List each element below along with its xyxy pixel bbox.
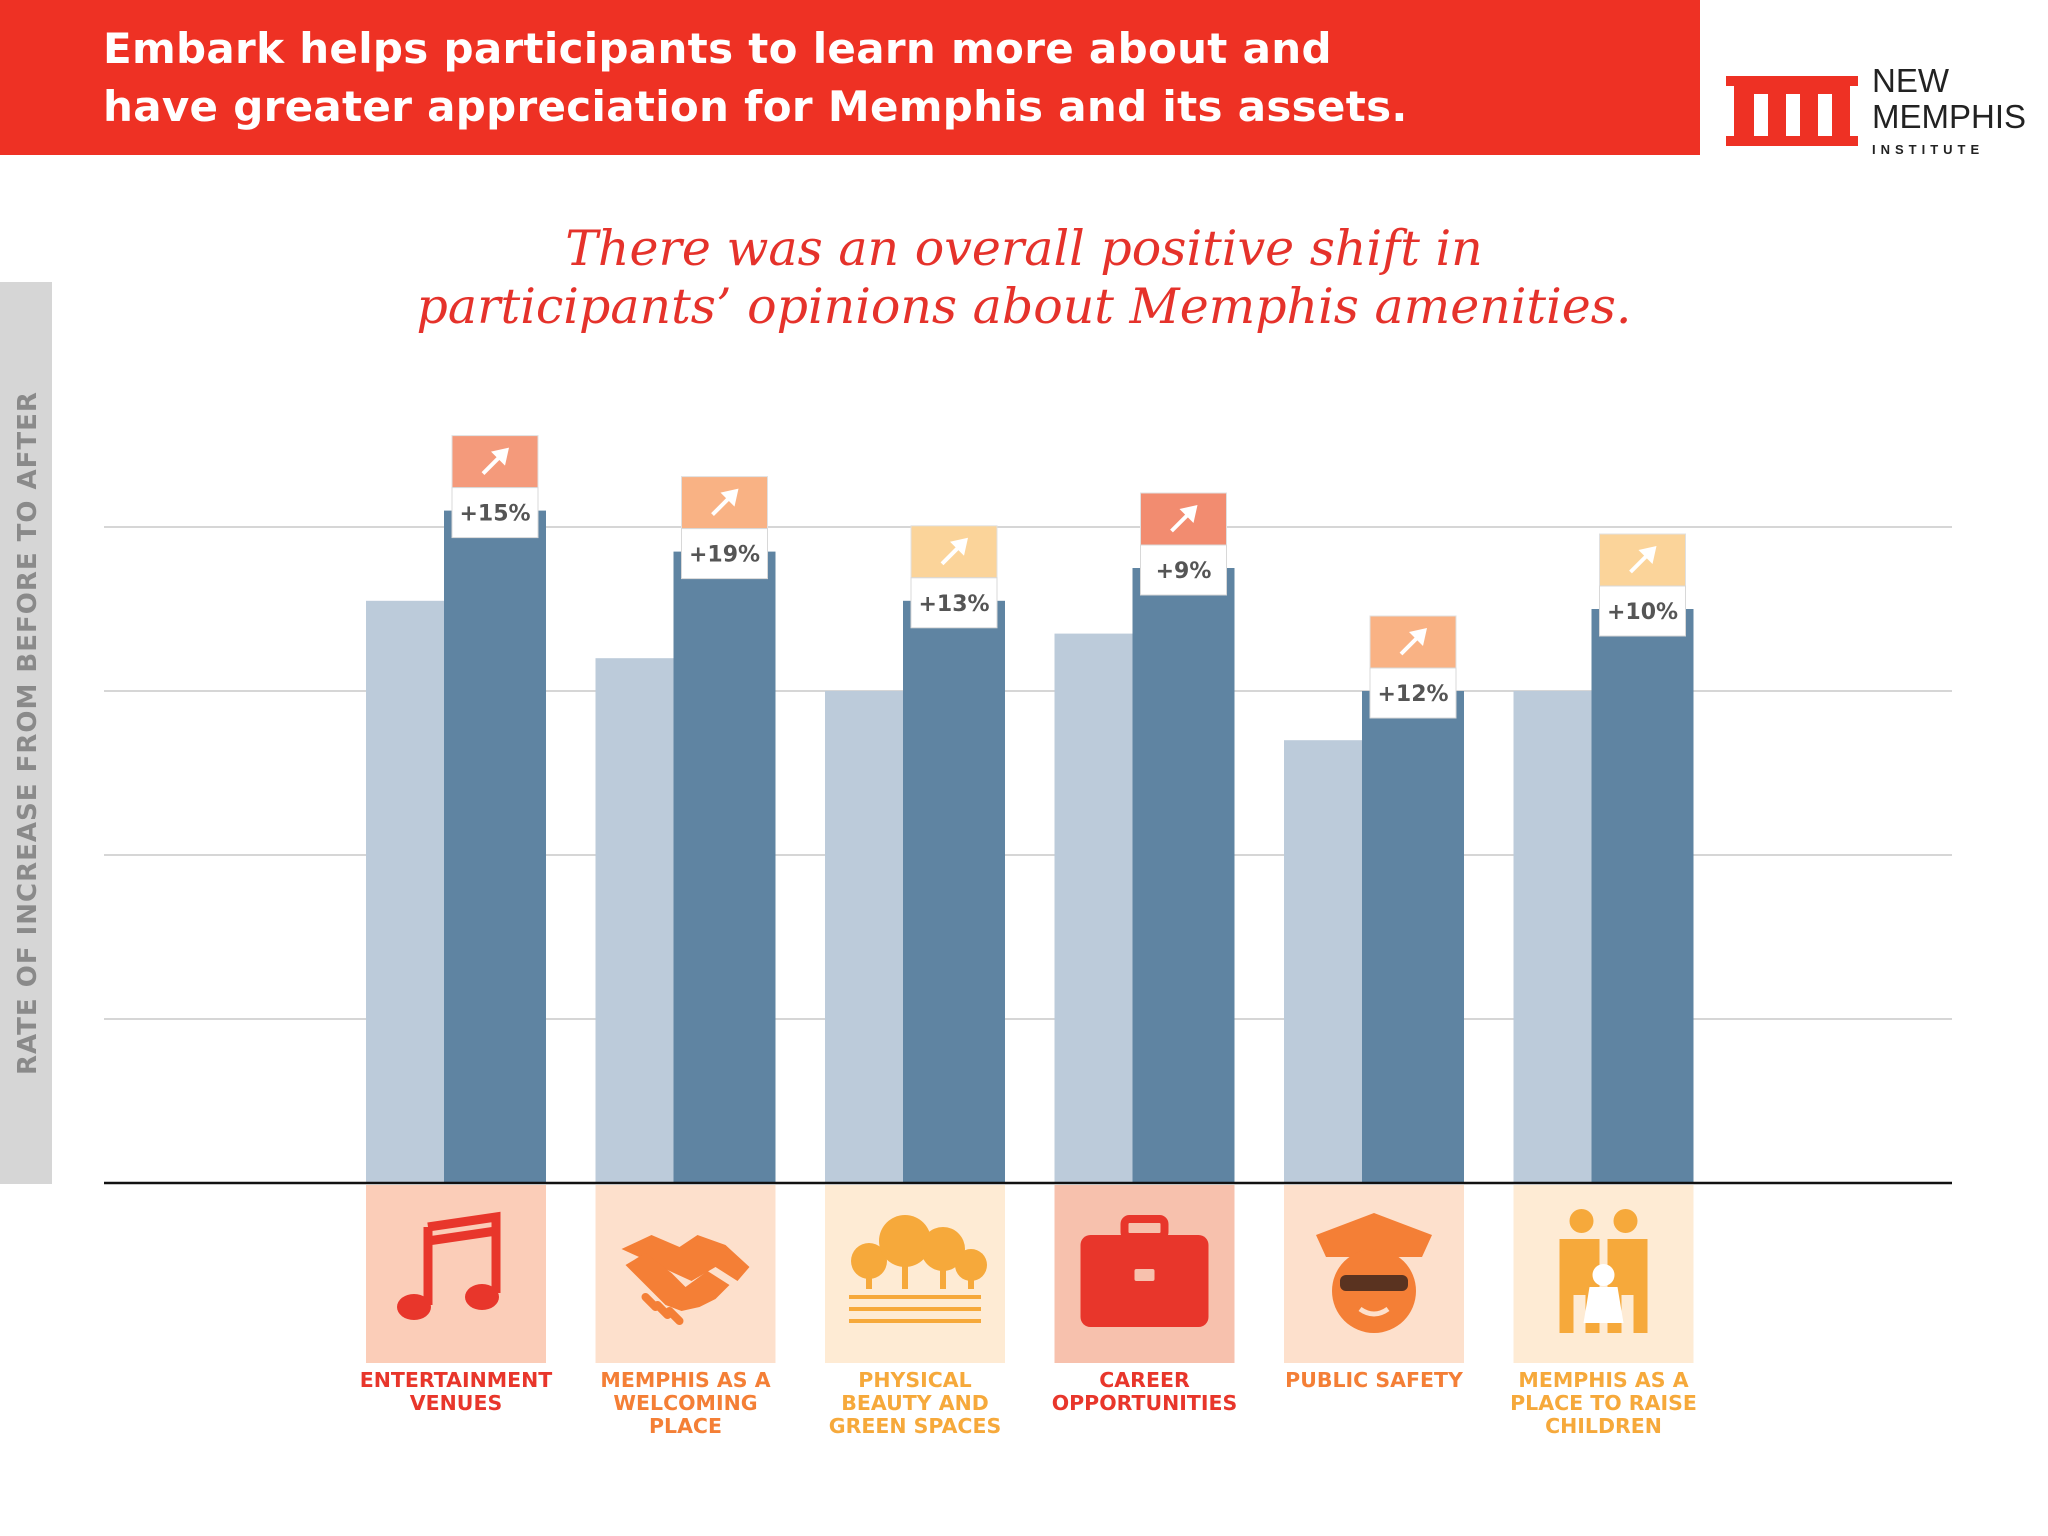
bar-before: [1513, 691, 1592, 1183]
arrow-up-right-icon: [711, 488, 739, 517]
memphis-columns-logo-icon: [1726, 76, 1858, 146]
bar-after: [1362, 691, 1464, 1183]
arrow-up-right-icon: [940, 537, 968, 566]
subtitle-line-2: participants’ opinions about Memphis ame…: [416, 278, 1632, 335]
change-label: +10%: [1607, 600, 1678, 625]
trees-icon: [849, 1215, 987, 1323]
change-tag-label-box: [451, 487, 539, 539]
category-label-line: VENUES: [410, 1391, 502, 1415]
bar-before: [825, 691, 903, 1183]
bar-after: [1132, 568, 1235, 1183]
family-icon: [1559, 1209, 1648, 1333]
category-label-line: WELCOMING: [613, 1391, 757, 1415]
category-label-line: MEMPHIS AS A: [600, 1368, 770, 1392]
category-label-line: GREEN SPACES: [829, 1414, 1002, 1438]
headline-line-2: have greater appreciation for Memphis an…: [103, 82, 1408, 131]
bar-before: [366, 600, 444, 1183]
bar-before: [595, 658, 674, 1183]
category-label-line: CAREER: [1099, 1368, 1190, 1392]
change-tag-label-box: [1369, 667, 1457, 719]
category-label-line: PLACE: [649, 1414, 722, 1438]
y-axis-label-panel: [0, 282, 52, 1184]
change-tag: +10%: [1599, 533, 1686, 637]
category-label-line: PUBLIC SAFETY: [1285, 1368, 1464, 1392]
arrow-up-right-icon: [1629, 546, 1657, 574]
bar-after: [1591, 609, 1694, 1183]
category-label-line: MEMPHIS AS A: [1518, 1368, 1688, 1392]
category-label-line: OPPORTUNITIES: [1052, 1391, 1238, 1415]
arrow-up-right-icon: [1170, 505, 1198, 533]
change-tag: +19%: [681, 476, 768, 580]
briefcase-icon: [1080, 1215, 1209, 1327]
category-label-line: ENTERTAINMENT: [360, 1368, 553, 1392]
bar-before: [1284, 740, 1362, 1183]
change-tag-label-box: [910, 577, 998, 629]
logo-word-new: NEW: [1872, 62, 1949, 99]
category-tiles: [366, 1185, 1694, 1363]
change-label: +9%: [1156, 559, 1212, 584]
category-label-line: PLACE TO RAISE: [1510, 1391, 1697, 1415]
bar-before: [1054, 633, 1133, 1183]
logo-word-memphis: MEMPHIS: [1872, 98, 2027, 135]
category-label-line: PHYSICAL: [858, 1368, 971, 1392]
change-tag-label-box: [681, 528, 768, 580]
headline-line-1: Embark helps participants to learn more …: [103, 24, 1332, 73]
new-memphis-logo: NEW MEMPHIS INSTITUTE: [1722, 62, 2042, 158]
logo-word-institute: INSTITUTE: [1872, 142, 1985, 157]
change-label: +12%: [1377, 682, 1448, 707]
bar-after: [673, 551, 776, 1183]
change-tag-label-box: [1599, 585, 1686, 637]
change-tag: +12%: [1369, 615, 1457, 719]
arrow-up-right-icon: [1399, 628, 1427, 656]
change-tag-arrow-box: [451, 435, 539, 489]
police-officer-icon: [1316, 1213, 1432, 1333]
bars: +15% +19% +13% +9% +12% +10%: [366, 435, 1694, 1184]
change-label: +19%: [689, 543, 760, 568]
header-banner: Embark helps participants to learn more …: [0, 0, 1700, 155]
category-label-line: CHILDREN: [1545, 1414, 1662, 1438]
change-tag: +13%: [910, 525, 998, 629]
subtitle-line-1: There was an overall positive shift in: [565, 220, 1483, 277]
change-label: +13%: [918, 592, 989, 617]
chart-subtitle: There was an overall positive shift in p…: [0, 220, 2048, 336]
category-tile: [366, 1185, 546, 1363]
change-tag-label-box: [1140, 544, 1227, 596]
bar-after: [444, 510, 546, 1184]
music-note-icon: [397, 1211, 501, 1320]
handshake-icon: [621, 1235, 750, 1325]
arrow-up-right-icon: [481, 447, 509, 476]
change-tag: +9%: [1140, 492, 1227, 596]
bar-after: [903, 600, 1005, 1183]
change-label: +15%: [459, 502, 530, 527]
change-tag: +15%: [451, 435, 539, 539]
category-label-line: BEAUTY AND: [841, 1391, 989, 1415]
